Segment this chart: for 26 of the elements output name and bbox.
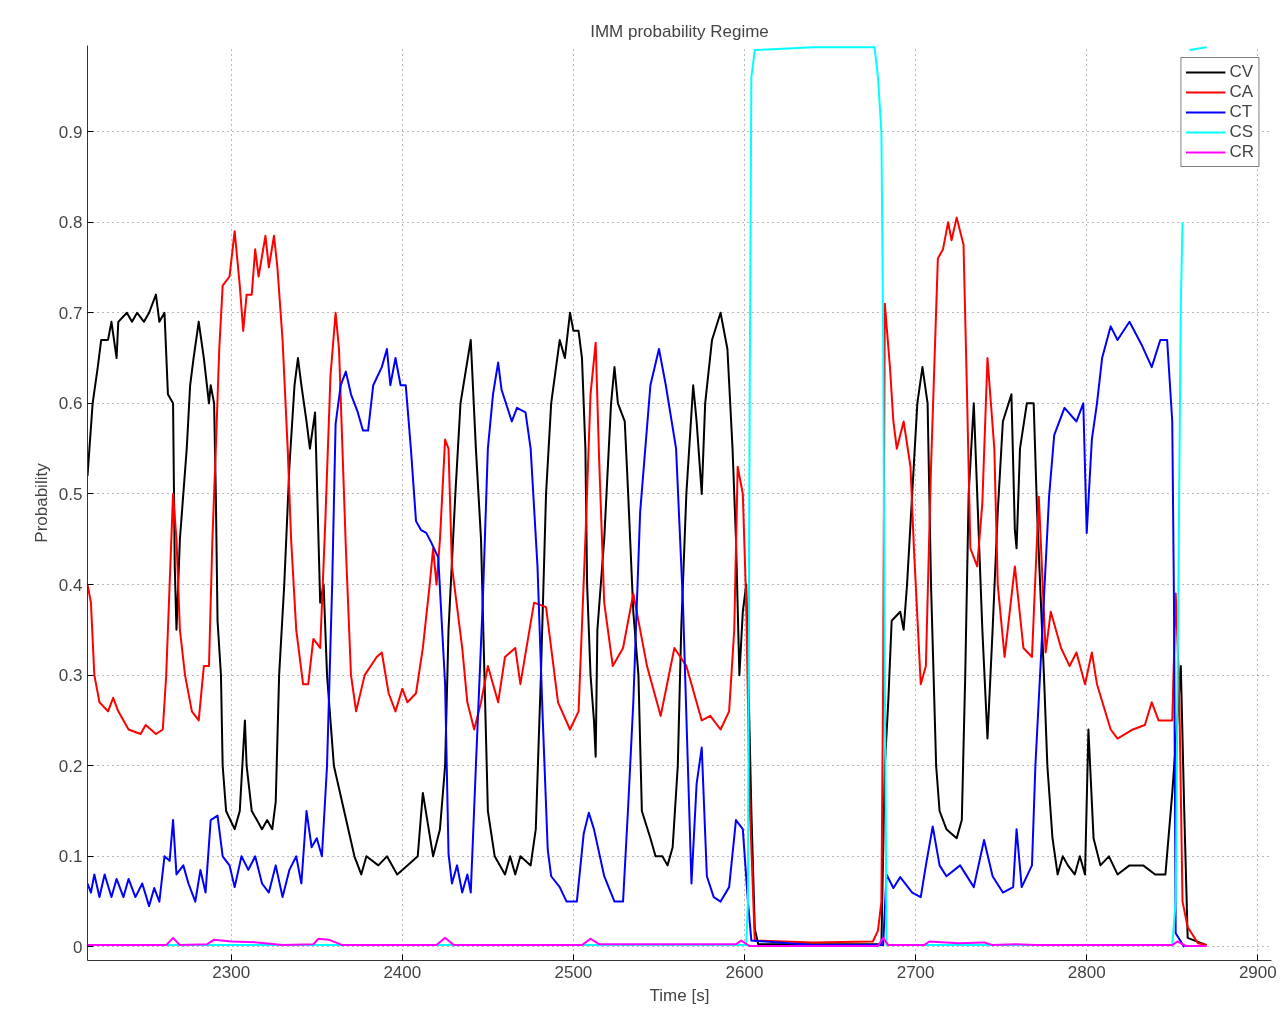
- legend-label: CV: [1229, 62, 1254, 82]
- y-tick-label: 0.9: [58, 122, 83, 142]
- legend-label: CR: [1229, 142, 1254, 162]
- y-tick-label: 0: [73, 937, 83, 957]
- legend-label: CS: [1229, 122, 1254, 142]
- x-tick-label: 2800: [1067, 962, 1106, 982]
- x-tick-label: 2900: [1238, 962, 1277, 982]
- legend-label: CT: [1229, 102, 1253, 122]
- x-tick-label: 2600: [725, 962, 764, 982]
- y-tick-label: 0.5: [58, 484, 83, 504]
- y-tick-label: 0.8: [58, 213, 83, 233]
- x-axis-title: Time [s]: [649, 985, 710, 1005]
- y-tick-label: 0.2: [58, 756, 83, 776]
- x-tick-label: 2700: [896, 962, 935, 982]
- y-tick-label: 0.6: [58, 394, 83, 414]
- legend-label: CA: [1229, 82, 1254, 102]
- y-axis-title: Probability: [31, 462, 51, 543]
- y-tick-label: 0.1: [58, 847, 83, 867]
- y-tick-label: 0.3: [58, 666, 83, 686]
- y-tick-label: 0.7: [58, 303, 83, 323]
- x-tick-label: 2500: [554, 962, 593, 982]
- x-tick-label: 2300: [212, 962, 251, 982]
- y-tick-label: 0.4: [58, 575, 83, 595]
- chart-title: IMM probability Regime: [590, 21, 769, 41]
- x-tick-label: 2400: [383, 962, 422, 982]
- line-series: [87, 936, 1208, 947]
